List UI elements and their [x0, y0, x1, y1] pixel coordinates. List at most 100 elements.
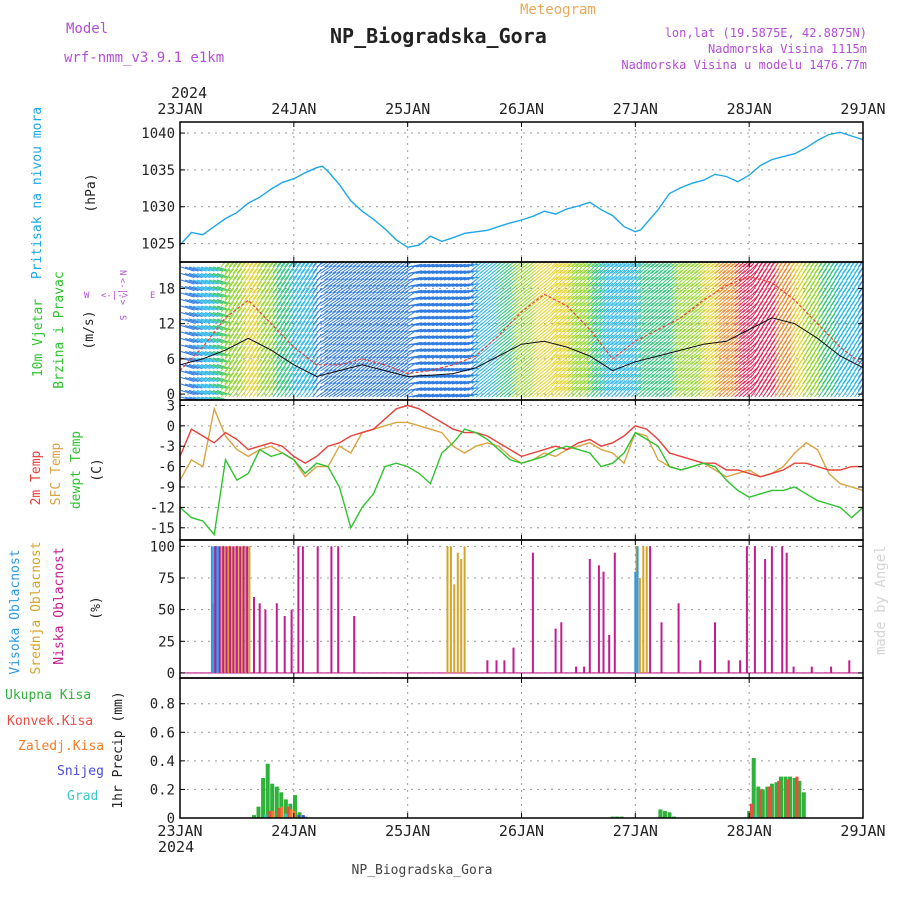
wind-barb	[694, 361, 706, 372]
wind-barb	[583, 360, 594, 372]
wind-barb	[754, 281, 764, 294]
wind-barb	[188, 318, 203, 324]
wind-barb	[447, 276, 462, 281]
wind-barb	[599, 386, 610, 398]
wind-barb	[834, 359, 844, 372]
wind-barb	[627, 367, 638, 378]
wind-barb	[204, 279, 219, 285]
wind-barb	[352, 369, 365, 378]
wind-barb	[360, 356, 373, 365]
wind-barb	[559, 354, 570, 365]
wind-barb	[435, 354, 450, 359]
wind-barb	[642, 348, 654, 359]
wind-barb	[360, 317, 373, 326]
wind-barb	[583, 354, 594, 365]
wind-barb	[670, 263, 682, 274]
wind-barb	[619, 289, 630, 300]
wind-barb	[224, 379, 235, 391]
wind-barb	[388, 262, 397, 268]
wind-barb	[420, 263, 435, 268]
wind-barb	[623, 334, 634, 346]
wind-barb	[260, 262, 266, 268]
wind-barb	[344, 317, 357, 326]
wind-barb	[244, 314, 254, 326]
wind-barb	[455, 387, 470, 391]
wind-barb	[662, 361, 674, 372]
low-cloud-bar	[253, 597, 255, 673]
wind-barb	[372, 369, 385, 378]
total-precip-bar	[252, 815, 256, 818]
wind-barb	[702, 367, 714, 378]
wind-barb	[188, 325, 203, 331]
wind-barb	[615, 334, 626, 346]
wind-barb	[288, 366, 298, 378]
wind-barb	[615, 328, 626, 339]
wind-barb	[300, 379, 310, 391]
wind-barb	[443, 348, 458, 352]
wind-barb	[332, 262, 341, 268]
wind-barb	[682, 387, 694, 398]
wind-barb	[447, 328, 462, 333]
wind-barb	[615, 289, 626, 300]
wind-barb	[750, 262, 760, 274]
wind-barb	[770, 378, 780, 391]
wind-barb	[220, 366, 231, 378]
wind-barb	[794, 339, 804, 352]
wind-barb	[308, 301, 318, 313]
wind-barb	[324, 297, 337, 307]
x-tick-label-bottom: 24JAN	[271, 822, 316, 840]
wind-barb	[670, 322, 682, 333]
wind-barb	[599, 295, 610, 307]
wind-barb	[272, 288, 282, 300]
wind-barb	[846, 326, 856, 339]
wind-barb	[192, 273, 207, 279]
wind-barb	[220, 268, 231, 281]
wind-barb	[224, 268, 235, 281]
wind-barb	[551, 263, 562, 274]
wind-barb	[646, 270, 658, 281]
wind-barb	[188, 351, 203, 357]
wind-barb	[364, 271, 377, 281]
wind-barb	[810, 372, 820, 385]
wind-barb	[316, 356, 329, 365]
wind-barb	[842, 262, 847, 268]
wind-barb	[846, 262, 856, 274]
wind-barb	[447, 387, 462, 391]
wind-barb	[838, 365, 848, 378]
wind-barb	[432, 328, 446, 333]
wind-barb	[730, 341, 742, 352]
wind-barb	[424, 302, 439, 307]
total-precip-bar	[274, 786, 279, 818]
wind-barb	[308, 346, 318, 359]
wind-barb	[380, 336, 393, 346]
wind-barb	[180, 279, 195, 285]
wind-barb	[575, 276, 586, 287]
wind-barb	[292, 333, 302, 346]
mid-cloud-bar	[248, 546, 251, 673]
x-tick-label-top: 27JAN	[613, 100, 658, 118]
wind-barb	[292, 372, 302, 385]
wind-barb	[654, 302, 666, 313]
wind-barb	[563, 295, 574, 307]
wind-barb	[603, 276, 614, 287]
wind-barb	[854, 268, 863, 281]
wind-barb	[623, 289, 634, 300]
wind-barb	[794, 294, 804, 307]
wind-barb	[583, 347, 594, 359]
wind-barb	[778, 300, 788, 313]
low-cloud-bar	[848, 660, 851, 673]
wind-barb	[232, 372, 242, 385]
wind-barb	[208, 357, 223, 363]
wind-barb	[686, 380, 698, 391]
wind-barb	[766, 300, 776, 313]
wind-barb	[638, 315, 650, 326]
wind-barb	[320, 271, 333, 281]
wind-barb	[420, 270, 435, 274]
wind-barb	[384, 278, 397, 287]
wind-barb	[690, 354, 702, 365]
wind-barb	[332, 271, 345, 281]
wind-barb	[619, 302, 630, 313]
wind-barb	[432, 367, 446, 372]
wind-barb	[196, 396, 209, 400]
wind-barb	[571, 334, 582, 346]
